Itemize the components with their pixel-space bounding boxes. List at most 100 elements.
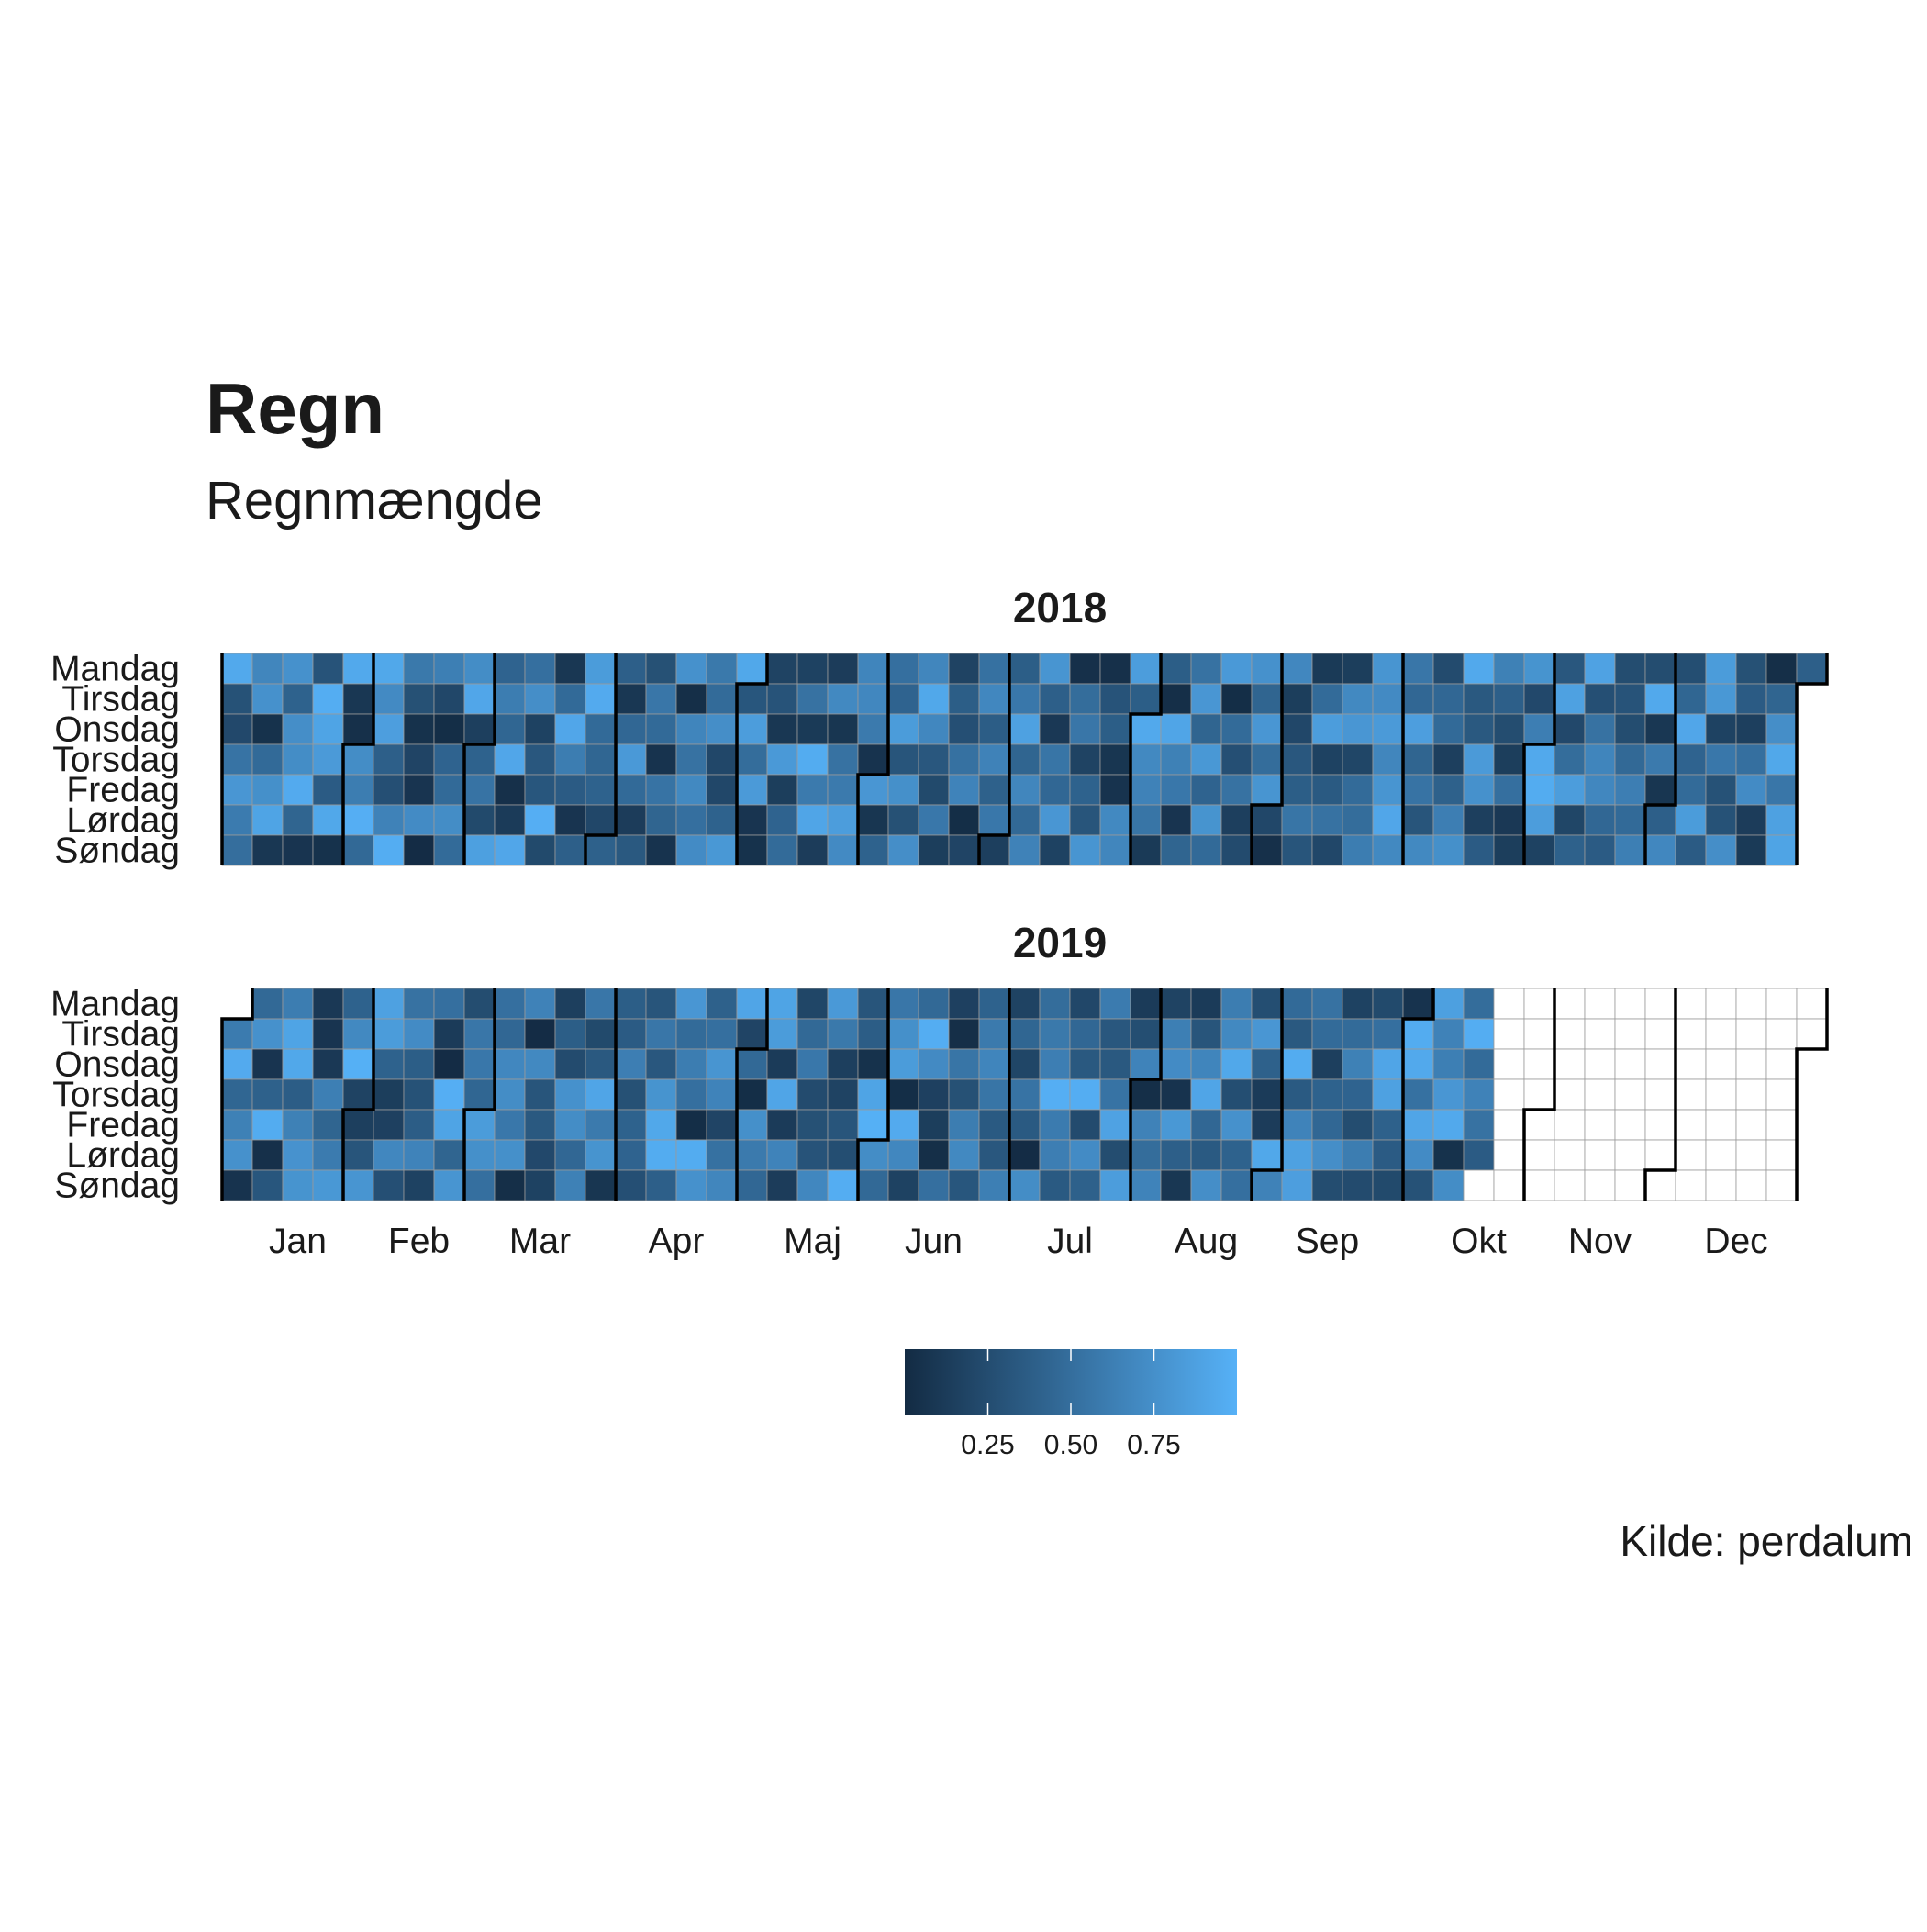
- heatmap-cell: [857, 683, 889, 715]
- heatmap-cell-empty: [1675, 1139, 1707, 1171]
- heatmap-cell: [1402, 834, 1434, 866]
- heatmap-cell: [1735, 834, 1767, 866]
- heatmap-cell: [282, 653, 314, 685]
- heatmap-cell: [1039, 1078, 1071, 1111]
- heatmap-cell: [1765, 653, 1798, 685]
- heatmap-cell: [1251, 1169, 1283, 1201]
- heatmap-cell: [1281, 1139, 1313, 1171]
- heatmap-cell: [554, 1018, 586, 1050]
- heatmap-cell: [1281, 713, 1313, 745]
- heatmap-cell: [1523, 653, 1555, 685]
- month-axis: Jan Feb Mar Apr Maj Jun Jul Aug Sep Okt Nov Dec: [269, 1222, 1768, 1261]
- heatmap-cell: [1160, 1109, 1192, 1141]
- heatmap-cell-empty: [1705, 988, 1737, 1020]
- heatmap-cell: [615, 1139, 647, 1171]
- heatmap-cell: [585, 1048, 617, 1080]
- heatmap-cell: [948, 804, 980, 836]
- month-boundary-line: [462, 653, 496, 865]
- heatmap-cell: [766, 1048, 798, 1080]
- heatmap-cell: [1523, 834, 1555, 866]
- heatmap-cell: [1735, 774, 1767, 806]
- month-boundary-line: [1643, 653, 1677, 865]
- heatmap-cell-empty: [1765, 1018, 1798, 1050]
- heatmap-cell: [645, 1078, 677, 1111]
- heatmap-cell: [1432, 653, 1465, 685]
- heatmap-cell: [796, 1169, 829, 1201]
- heatmap-cell: [1220, 713, 1253, 745]
- heatmap-cell: [373, 743, 405, 776]
- heatmap-cell: [1281, 834, 1313, 866]
- month-boundary-line: [1401, 988, 1435, 1201]
- heatmap-cell: [1372, 834, 1404, 866]
- heatmap-cell: [1099, 804, 1131, 836]
- heatmap-cell: [1311, 1048, 1343, 1080]
- heatmap-cell: [1008, 653, 1041, 685]
- heatmap-cell-empty: [1584, 1018, 1616, 1050]
- heatmap-cell: [1402, 988, 1434, 1020]
- heatmap-cell-empty: [1735, 1109, 1767, 1141]
- heatmap-cell: [1039, 1139, 1071, 1171]
- month-boundary-line: [1522, 653, 1556, 865]
- heatmap-cell: [1372, 1018, 1404, 1050]
- heatmap-cell: [1372, 804, 1404, 836]
- heatmap-cell: [1372, 988, 1404, 1020]
- heatmap-cell: [887, 1018, 919, 1050]
- heatmap-cell: [766, 988, 798, 1020]
- heatmap-cell: [251, 834, 284, 866]
- heatmap-cell: [1190, 834, 1222, 866]
- heatmap-cell: [251, 1018, 284, 1050]
- heatmap-cell-empty: [1644, 1018, 1676, 1050]
- heatmap-cell: [1675, 683, 1707, 715]
- heatmap-cell: [1402, 1078, 1434, 1111]
- heatmap-cell: [524, 743, 556, 776]
- heatmap-cell: [645, 1169, 677, 1201]
- heatmap-cell: [554, 1139, 586, 1171]
- heatmap-cell: [312, 834, 344, 866]
- heatmap-cell: [736, 774, 768, 806]
- heatmap-cell: [706, 988, 738, 1020]
- heatmap-cell: [433, 1078, 465, 1111]
- heatmap-cell: [1008, 834, 1041, 866]
- month-boundary-line: [735, 988, 769, 1201]
- heatmap-cell-empty: [1735, 1018, 1767, 1050]
- heatmap-cell-empty: [1584, 1048, 1616, 1080]
- heatmap-cell: [857, 988, 889, 1020]
- panel-2018: 2018 MandagTirsdagOnsdagTorsdagFredagLørd…: [50, 584, 1829, 871]
- heatmap-cell: [342, 1139, 374, 1171]
- heatmap-cell: [403, 683, 435, 715]
- heatmap-cell: [857, 1139, 889, 1171]
- heatmap-cell: [615, 774, 647, 806]
- heatmap-cell: [1402, 683, 1434, 715]
- heatmap-cell: [736, 683, 768, 715]
- heatmap-cell: [1039, 683, 1071, 715]
- heatmap-cell: [1432, 1078, 1465, 1111]
- heatmap-cell: [1463, 1048, 1495, 1080]
- heatmap-cell: [403, 1139, 435, 1171]
- heatmap-cell: [1099, 1139, 1131, 1171]
- heatmap-cell: [978, 1169, 1010, 1201]
- heatmap-cell: [736, 834, 768, 866]
- heatmap-cell: [221, 1078, 253, 1111]
- heatmap-cell: [433, 713, 465, 745]
- heatmap-cell: [1190, 683, 1222, 715]
- heatmap-cell: [1130, 774, 1162, 806]
- heatmap-cell: [1372, 713, 1404, 745]
- heatmap-cell: [1614, 683, 1646, 715]
- heatmap-cell-empty: [1493, 1169, 1525, 1201]
- heatmap-cell: [221, 713, 253, 745]
- heatmap-cell: [827, 1018, 859, 1050]
- heatmap-cell: [1039, 1048, 1071, 1080]
- heatmap-cell-empty: [1614, 1048, 1646, 1080]
- heatmap-cell: [433, 988, 465, 1020]
- heatmap-cell: [554, 1169, 586, 1201]
- heatmap-cell: [403, 713, 435, 745]
- heatmap-cell: [251, 683, 284, 715]
- heatmap-cell: [1130, 683, 1162, 715]
- heatmap-cell: [1765, 743, 1798, 776]
- heatmap-cell: [736, 653, 768, 685]
- heatmap-cell: [342, 713, 374, 745]
- heatmap-cell: [1220, 743, 1253, 776]
- heatmap-cell: [494, 988, 526, 1020]
- heatmap-cell: [1220, 774, 1253, 806]
- heatmap-cell: [1765, 804, 1798, 836]
